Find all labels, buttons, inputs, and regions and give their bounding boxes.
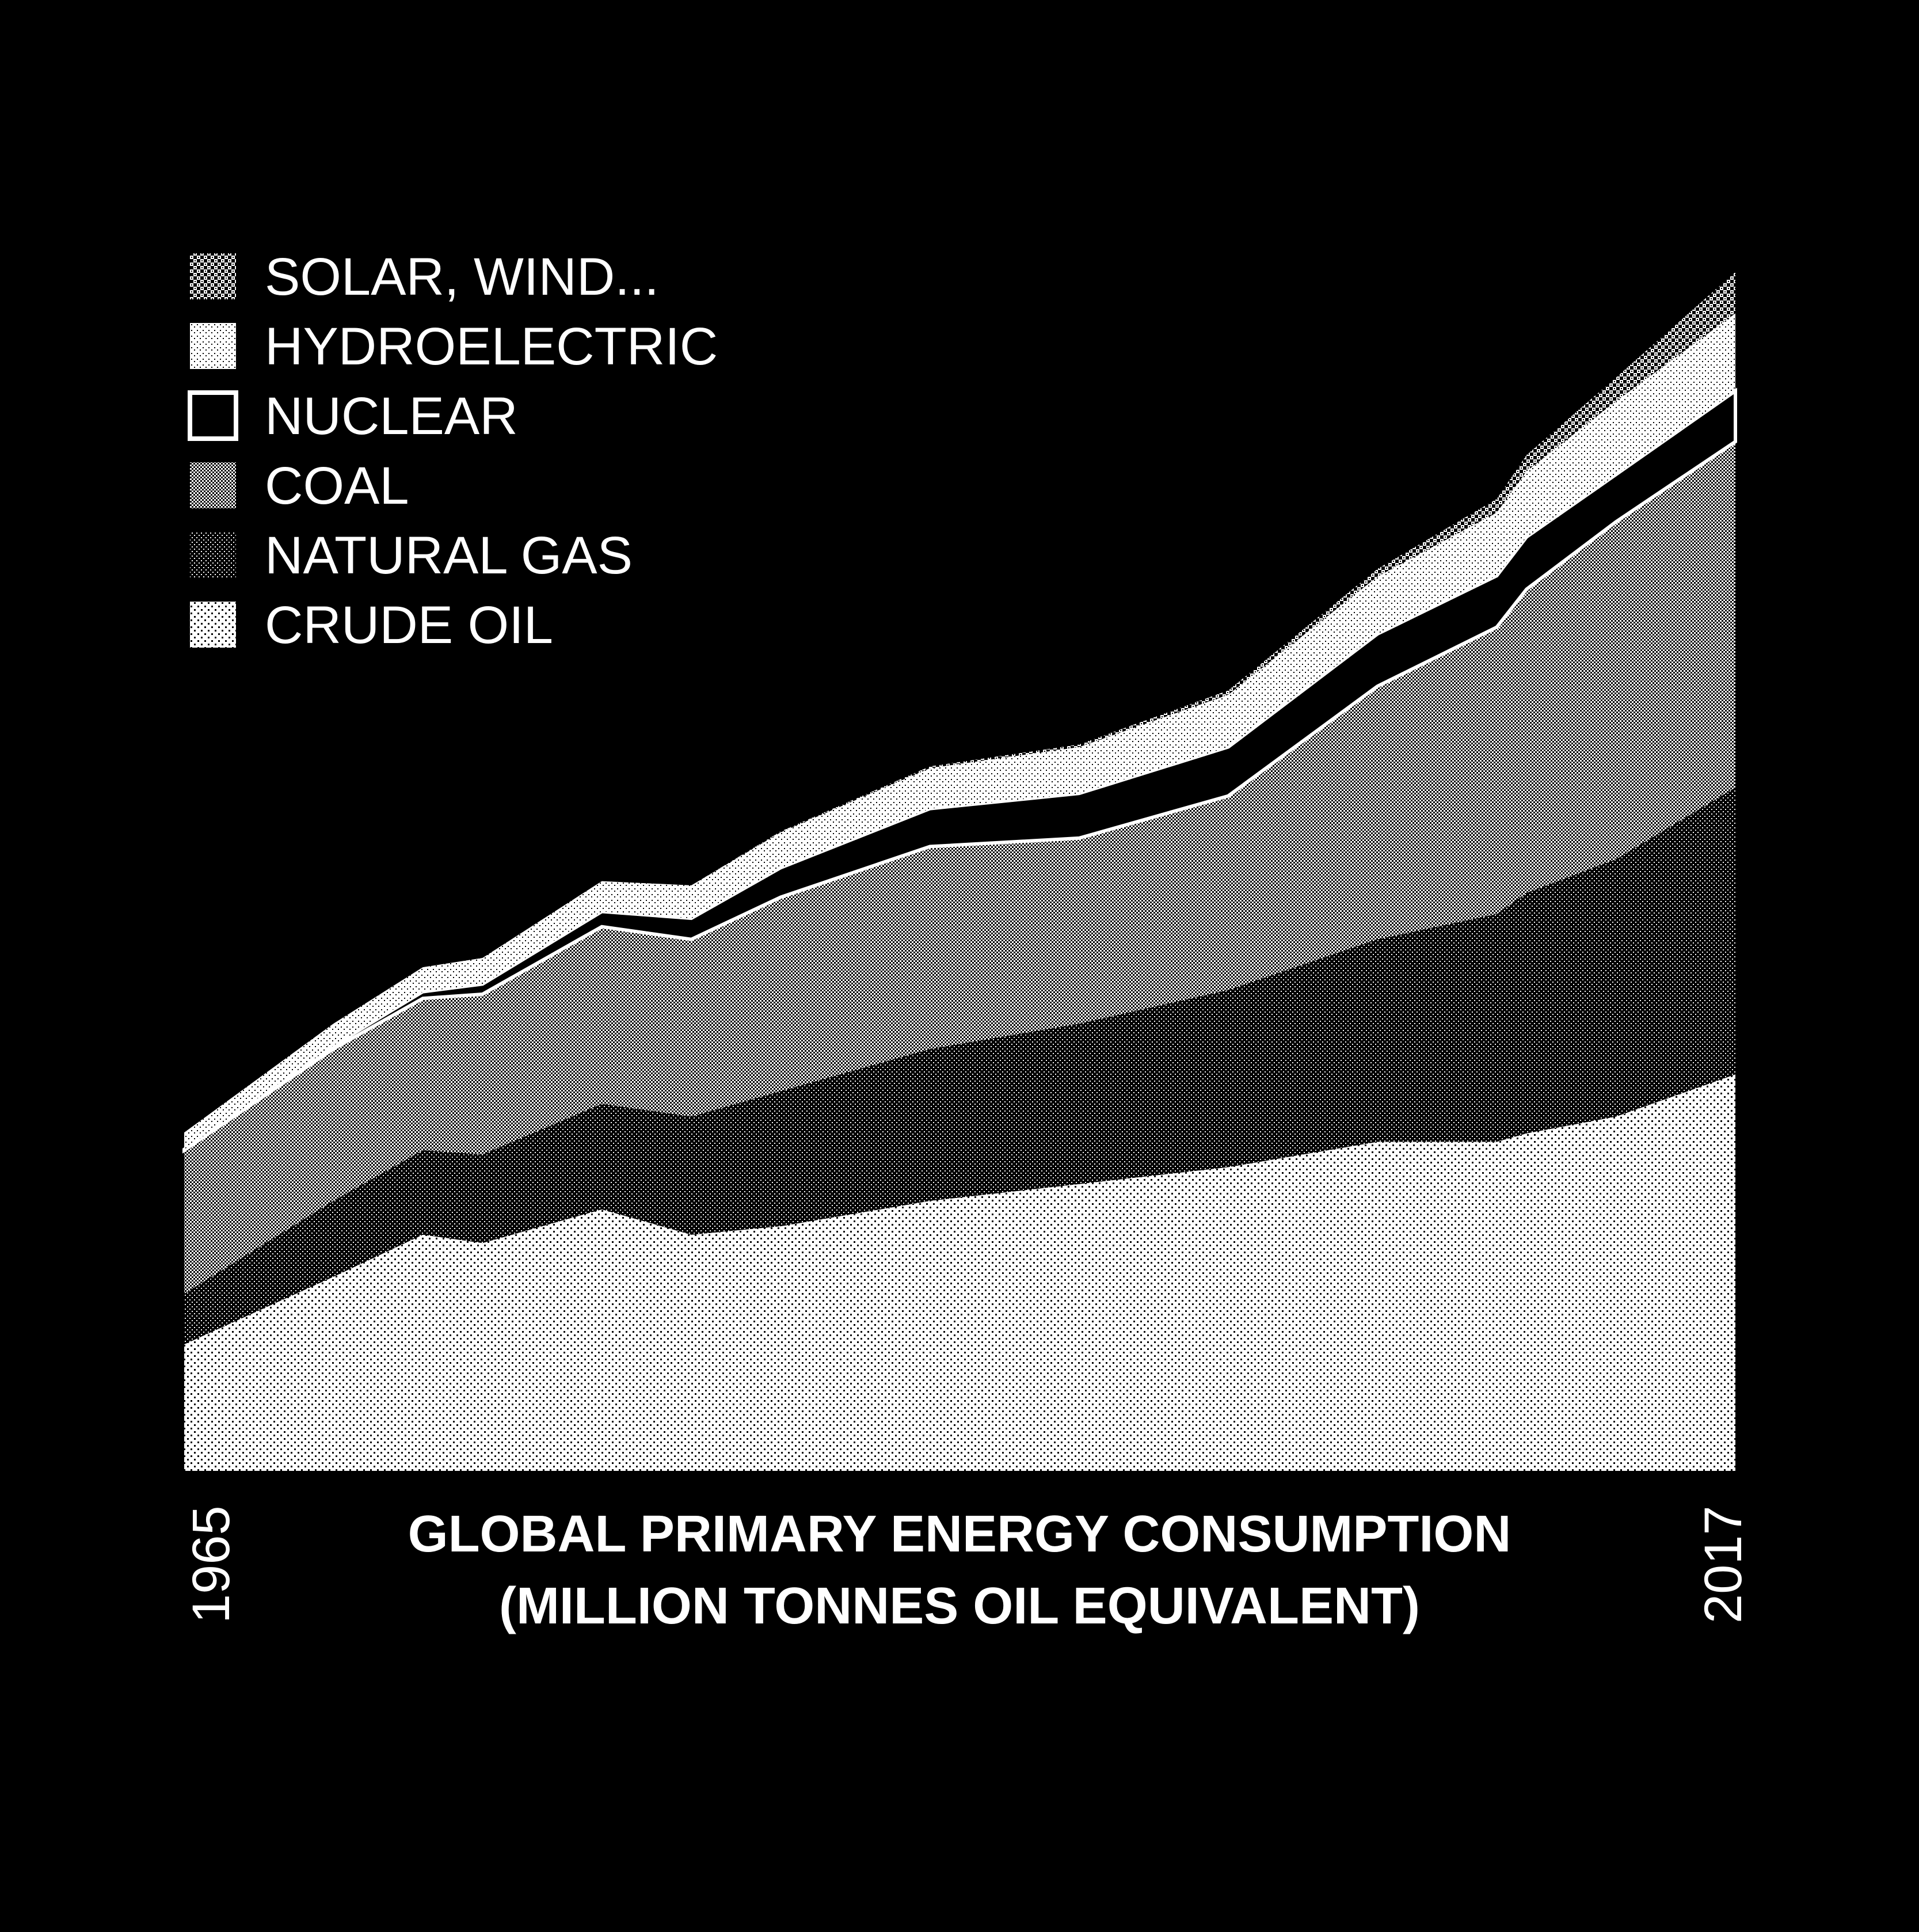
legend-swatch-crude-oil <box>190 602 236 648</box>
legend: SOLAR, WIND... HYDROELECTRIC NUCLEAR COAL NA… <box>188 248 718 655</box>
legend-swatch-natural-gas <box>190 532 236 578</box>
legend-label-natural-gas: NATURAL GAS <box>265 526 633 585</box>
legend-swatch-nuclear <box>188 390 238 441</box>
area-natural-gas <box>184 787 1735 1345</box>
legend-label-crude-oil: CRUDE OIL <box>265 596 553 655</box>
x-start-label: 1965 <box>182 1505 241 1623</box>
legend-swatch-solar-wind <box>190 253 236 299</box>
legend-label-solar-wind: SOLAR, WIND... <box>265 248 659 306</box>
area-coal <box>184 442 1735 1294</box>
legend-label-nuclear: NUCLEAR <box>265 387 518 446</box>
x-end-label: 2017 <box>1694 1505 1753 1623</box>
chart-subtitle: (MILLION TONNES OIL EQUIVALENT) <box>499 1577 1420 1635</box>
legend-label-coal: COAL <box>265 457 409 515</box>
legend-swatch-coal <box>190 462 236 508</box>
area-layer <box>182 272 1737 1471</box>
chart-title: GLOBAL PRIMARY ENERGY CONSUMPTION <box>408 1505 1511 1563</box>
area-crude-oil <box>184 1074 1735 1471</box>
legend-swatch-hydroelectric <box>190 323 236 369</box>
legend-label-hydroelectric: HYDROELECTRIC <box>265 317 718 376</box>
